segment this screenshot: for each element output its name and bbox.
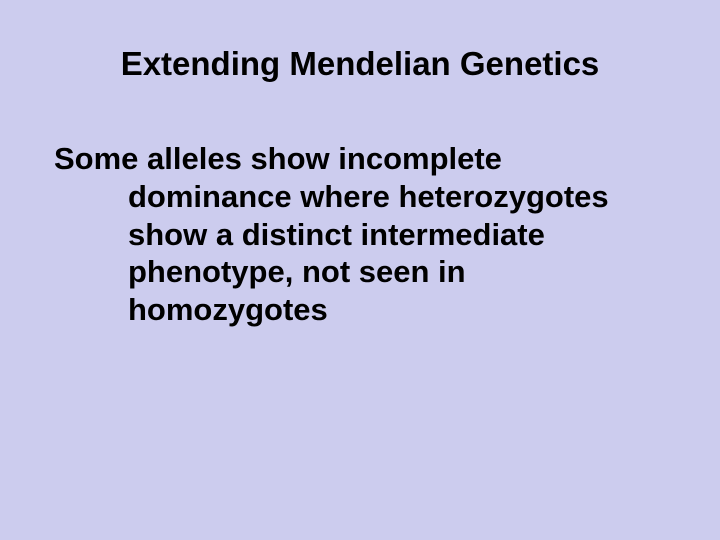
- body-continuation: dominance where heterozygotes show a dis…: [54, 178, 666, 329]
- body-line-1: Some alleles show incomplete: [54, 140, 666, 178]
- slide-title: Extending Mendelian Genetics: [0, 44, 720, 84]
- slide-body: Some alleles show incomplete dominance w…: [54, 140, 666, 329]
